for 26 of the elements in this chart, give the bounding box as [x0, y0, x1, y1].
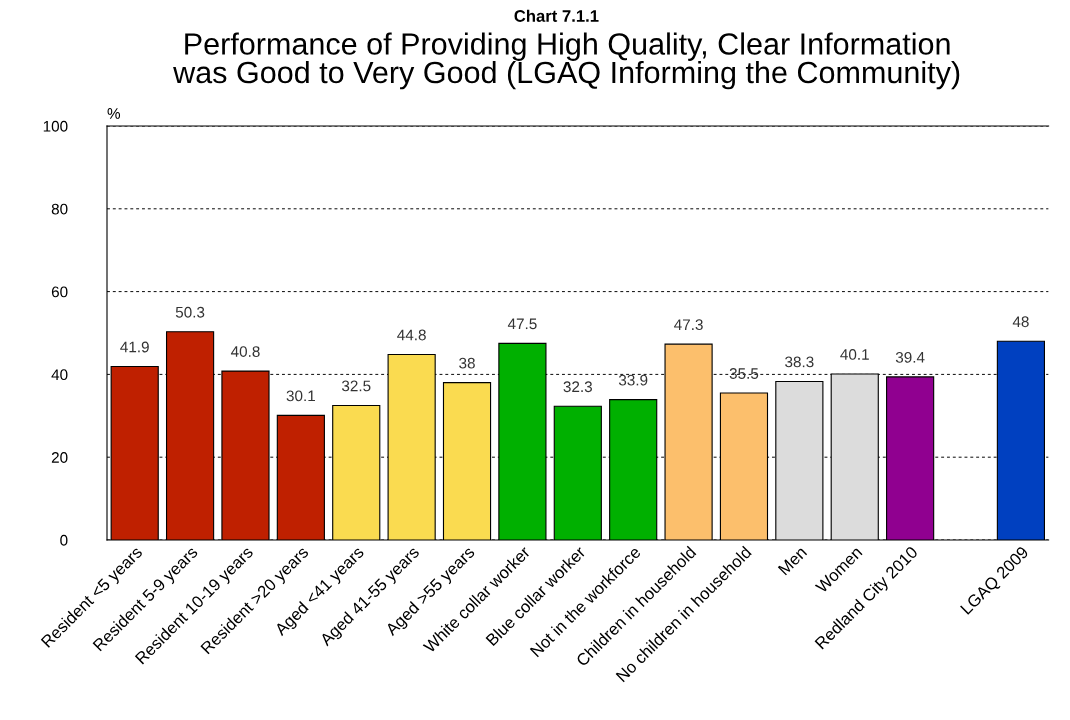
data-label: 40.8 — [230, 346, 260, 357]
data-label: 35.5 — [729, 368, 759, 379]
data-label: 44.8 — [397, 329, 426, 341]
data-label: 47.5 — [507, 318, 537, 330]
data-label: 47.3 — [674, 319, 703, 331]
data-label: 41.9 — [120, 341, 149, 353]
y-tick-label: 40 — [51, 369, 68, 381]
y-tick-label: 80 — [51, 203, 68, 215]
chart-subtitle: Performance of Providing High Quality, Clear Information was Good to Very Good (LGAQ Informing the Community) — [173, 32, 960, 90]
data-label: 50.3 — [175, 306, 205, 318]
data-label: 32.5 — [341, 380, 371, 392]
y-tick-label: 20 — [51, 452, 68, 463]
data-label: 33.9 — [618, 374, 648, 386]
chart-title: Chart 7.1.1 — [514, 9, 599, 22]
data-label: 38 — [459, 357, 475, 369]
y-tick-label: 0 — [60, 534, 68, 546]
data-label: 32.3 — [563, 381, 592, 393]
data-label: 38.3 — [785, 356, 814, 368]
y-tick-label: 100 — [43, 120, 68, 132]
data-label: 48 — [1012, 316, 1029, 328]
x-tick-label: Men — [777, 546, 808, 576]
data-label: 40.1 — [840, 349, 869, 360]
data-label: 30.1 — [286, 390, 315, 402]
y-axis-title: % — [107, 108, 121, 119]
y-tick-label: 60 — [51, 286, 68, 298]
data-label: 39.4 — [895, 351, 925, 363]
